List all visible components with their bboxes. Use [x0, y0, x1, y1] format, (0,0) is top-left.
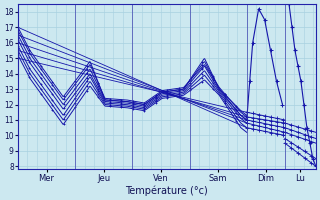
X-axis label: Température (°c): Température (°c): [125, 185, 208, 196]
